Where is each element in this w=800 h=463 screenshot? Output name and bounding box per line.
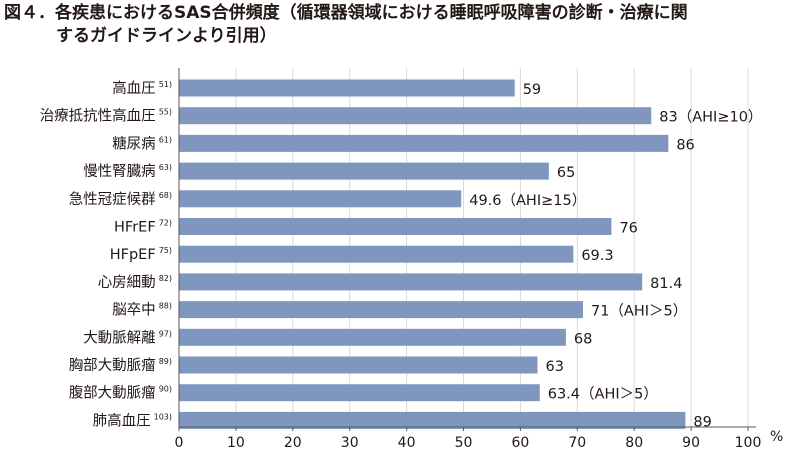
category-label: 胸部大動脈瘤 89) [69, 357, 172, 374]
bar [179, 301, 583, 319]
category-name: HFrEF [114, 220, 156, 236]
category-name: 腹部大動脈瘤 [69, 385, 156, 402]
category-name: 慢性腎臓病 [83, 163, 156, 180]
category-label: HFrEF 72) [114, 219, 172, 236]
value-label: 83（AHI≥10） [659, 109, 762, 126]
category-labels: 高血圧 51) 治療抵抗性高血圧 55) 糖尿病 61) 慢性腎臓病 63) 急性冠症候群 68)… [40, 80, 172, 429]
bars [179, 79, 686, 429]
x-tick-label: 70 [568, 435, 586, 451]
reference-number: 90) [159, 385, 172, 394]
reference-number: 75) [159, 246, 172, 255]
reference-number: 63) [159, 163, 172, 172]
bar [179, 273, 643, 291]
reference-number: 82) [159, 274, 172, 283]
category-name: 脳卒中 [112, 302, 156, 319]
x-tick-label: 30 [341, 435, 359, 451]
x-tick-label: 50 [455, 435, 473, 451]
value-label: 81.4 [650, 276, 682, 292]
reference-number: 51) [159, 80, 172, 89]
value-label: 49.6（AHI≥15） [469, 192, 586, 209]
category-label: 腹部大動脈瘤 90) [69, 385, 172, 402]
value-label: 68 [574, 331, 592, 347]
reference-number: 89) [159, 357, 172, 366]
value-label: 76 [619, 221, 637, 237]
value-labels: 59 83（AHI≥10） 86 65 49.6（AHI≥15） 76 69.3 81.4 71… [469, 82, 762, 430]
category-name: 心房細動 [98, 274, 156, 291]
bar [179, 218, 612, 235]
bar [179, 384, 540, 402]
bar [179, 162, 549, 180]
x-axis-unit: % [770, 429, 783, 445]
reference-number: 55) [159, 108, 172, 117]
value-label: 69.3 [581, 248, 613, 264]
x-tick-label: 20 [284, 435, 302, 451]
value-label: 63 [545, 359, 563, 375]
bar [179, 411, 686, 429]
category-label: 治療抵抗性高血圧 55) [40, 108, 172, 125]
bar [179, 134, 669, 152]
reference-number: 97) [159, 329, 172, 338]
reference-number: 72) [159, 219, 172, 228]
category-name: 治療抵抗性高血圧 [40, 108, 156, 125]
value-label: 65 [557, 165, 575, 181]
x-tick-label: 80 [625, 435, 643, 451]
x-axis: 0 10 20 30 40 50 60 70 80 90 100% [175, 68, 783, 451]
reference-number: 88) [159, 302, 172, 311]
category-name: 胸部大動脈瘤 [69, 357, 156, 374]
category-label: HFpEF 75) [110, 246, 172, 263]
figure-title: 図４．各疾患におけるSAS合併頻度（循環器領域における睡眠呼吸障害の診断・治療に… [4, 2, 796, 48]
category-label: 慢性腎臓病 63) [83, 163, 172, 180]
category-name: HFpEF [110, 247, 156, 263]
x-tick-label: 100 [735, 435, 762, 451]
bar [179, 356, 538, 374]
bar [179, 245, 574, 263]
category-name: 糖尿病 [112, 135, 156, 152]
category-label: 急性冠症候群 68) [69, 191, 172, 208]
category-label: 高血圧 51) [112, 80, 172, 97]
value-label: 89 [693, 414, 711, 430]
reference-number: 68) [159, 191, 172, 200]
value-label: 59 [523, 82, 541, 98]
category-label: 大動脈解離 97) [83, 328, 172, 346]
figure-title-line-2: するガイドラインより引用） [56, 26, 277, 46]
category-name: 急性冠症候群 [69, 191, 156, 208]
value-label: 86 [676, 137, 694, 153]
reference-number: 61) [159, 135, 172, 144]
category-label: 糖尿病 61) [112, 135, 172, 152]
category-label: 心房細動 82) [98, 274, 172, 291]
bar [179, 107, 652, 125]
bar [179, 79, 515, 97]
bar [179, 328, 566, 346]
category-name: 大動脈解離 [83, 328, 156, 346]
category-label: 脳卒中 88) [112, 302, 172, 319]
reference-number: 103) [154, 412, 172, 421]
value-label: 63.4（AHI＞5） [548, 386, 658, 403]
value-label: 71（AHI＞5） [591, 303, 687, 320]
x-tick-label: 90 [682, 435, 700, 451]
figure-title-line-1: 図４．各疾患におけるSAS合併頻度（循環器領域における睡眠呼吸障害の診断・治療に… [4, 3, 688, 23]
category-name: 高血圧 [112, 80, 156, 97]
x-tick-label: 10 [227, 435, 245, 451]
category-name: 肺高血圧 [93, 412, 151, 429]
x-tick-label: 0 [175, 435, 184, 451]
x-tick-label: 40 [398, 435, 416, 451]
category-label: 肺高血圧 103) [93, 412, 172, 429]
x-tick-label: 60 [511, 435, 529, 451]
bar [179, 190, 462, 208]
